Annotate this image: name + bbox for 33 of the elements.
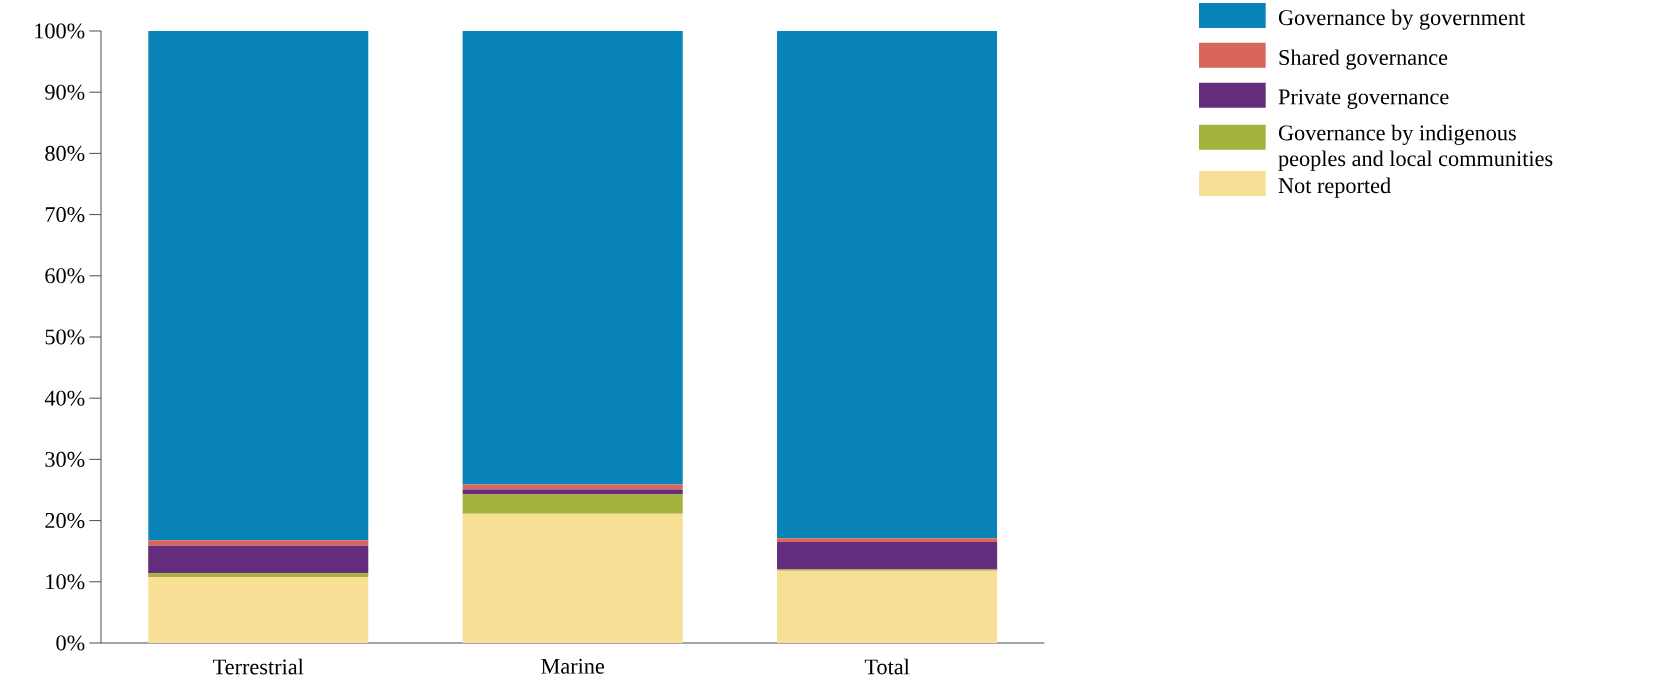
x-tick-label: Total (864, 658, 910, 675)
y-tick-label: 80% (45, 145, 85, 161)
bar (777, 570, 998, 643)
legend-label: Shared governance (1279, 49, 1448, 70)
bar (777, 542, 998, 570)
y-tick-label: 0% (56, 635, 85, 651)
legend-label: Private governance (1278, 89, 1449, 109)
legend-label: Governance by indigenous peoples and local communities (1278, 124, 1553, 171)
x-tick-label: Marine (541, 658, 605, 674)
y-tick-label: 60% (45, 268, 85, 284)
y-tick-label: 20% (45, 513, 85, 529)
bar (777, 538, 998, 543)
bar (462, 489, 683, 495)
bar (148, 30, 369, 541)
x-tick-label: Terrestrial (213, 658, 304, 675)
y-tick-label: 10% (46, 574, 85, 590)
legend-label: Not reported (1278, 177, 1391, 198)
bar (462, 30, 683, 485)
y-tick-label: 30% (45, 451, 85, 467)
y-tick-label: 100% (35, 23, 85, 39)
bar (462, 513, 683, 643)
bar (148, 545, 369, 574)
bar (462, 484, 683, 490)
legend-label: Governance by government (1278, 9, 1526, 30)
bar (148, 540, 369, 546)
y-tick-label: 40% (44, 390, 85, 406)
y-tick-label: 50% (45, 329, 85, 345)
y-tick-label: 70% (45, 207, 85, 223)
bar (148, 576, 369, 643)
bar (777, 30, 998, 539)
bar (462, 494, 683, 514)
bar (148, 573, 369, 577)
y-tick-label: 90% (45, 84, 85, 100)
